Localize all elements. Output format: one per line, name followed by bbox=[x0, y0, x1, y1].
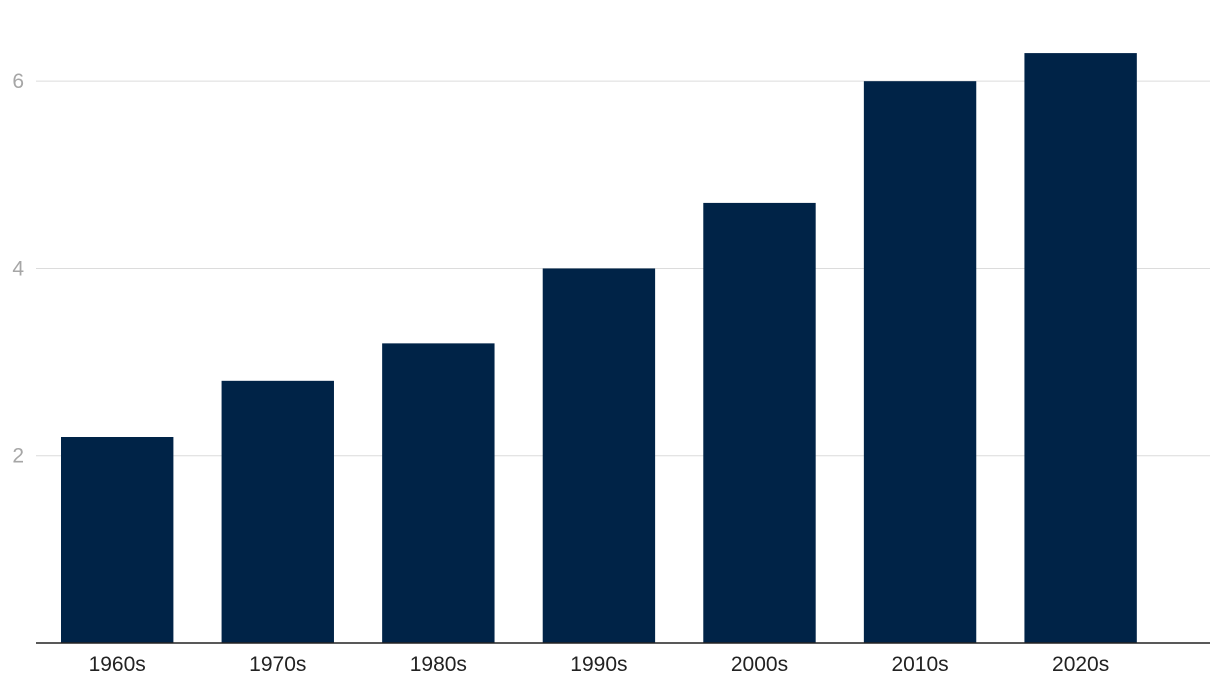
bar-2010s bbox=[863, 81, 977, 643]
x-tick-label: 1960s bbox=[89, 653, 146, 676]
bar-1980s bbox=[382, 343, 495, 643]
x-tick-label: 1980s bbox=[410, 653, 467, 676]
x-tick-label: 2020s bbox=[1052, 653, 1109, 676]
x-tick-label: 1990s bbox=[570, 653, 627, 676]
x-tick-label: 2010s bbox=[891, 653, 948, 676]
bar-1960s bbox=[61, 437, 174, 643]
bar-2020s bbox=[1024, 53, 1137, 644]
y-axis-ticks: 2 4 6 bbox=[12, 70, 24, 468]
bar-1970s bbox=[221, 380, 334, 643]
x-tick-label: 2000s bbox=[731, 653, 788, 676]
x-tick-label: 1970s bbox=[249, 653, 306, 676]
y-tick-label: 2 bbox=[12, 445, 24, 468]
y-tick-label: 4 bbox=[12, 257, 24, 280]
bar-1990s bbox=[542, 268, 656, 643]
x-axis-ticks: 1960s 1970s 1980s 1990s 2000s 2010s 2020s bbox=[89, 653, 1110, 676]
bar-2000s bbox=[703, 202, 816, 643]
y-tick-label: 6 bbox=[12, 70, 24, 93]
bars bbox=[61, 53, 1137, 644]
